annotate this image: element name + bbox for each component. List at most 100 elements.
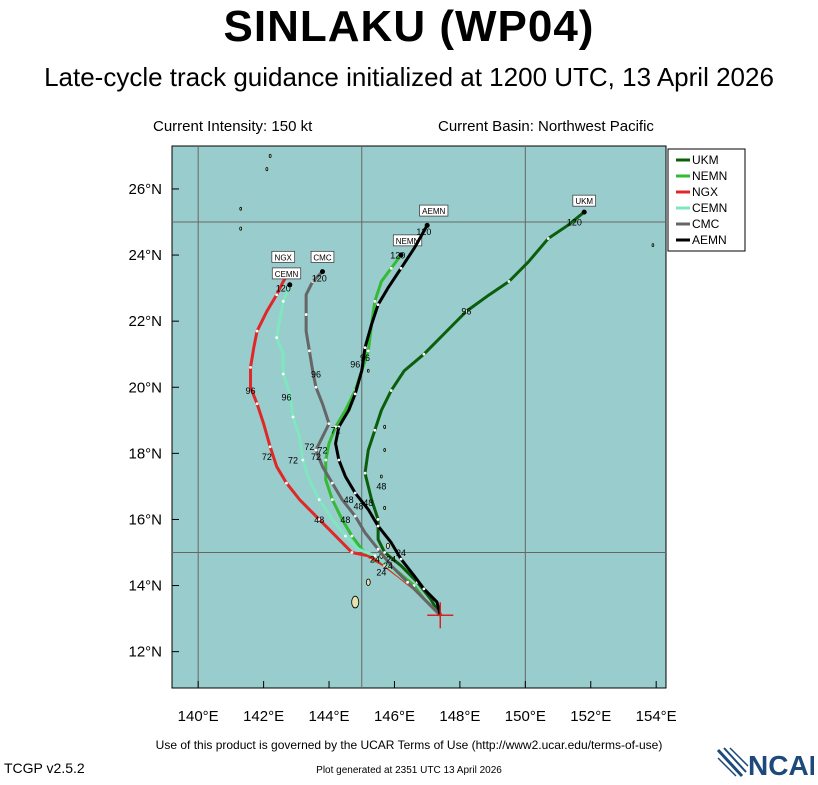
model-tag-box — [310, 250, 335, 263]
lat-tick-label: 12°N — [128, 644, 162, 661]
track-tick — [465, 309, 468, 313]
track-tick — [311, 280, 315, 283]
track-endpoint — [319, 269, 325, 275]
ncar-logo-text: NCAR — [748, 750, 814, 780]
legend-label: AEMN — [692, 233, 727, 247]
track-tick — [317, 518, 321, 521]
track-tick — [353, 491, 357, 495]
island — [651, 243, 655, 248]
forecast-hour-label: 72 — [304, 442, 314, 452]
lon-tick-label: 142°E — [243, 708, 284, 725]
ncar-logo-mark — [716, 747, 749, 778]
model-tag-label: UKM — [575, 197, 593, 206]
track-tick — [422, 587, 426, 591]
lon-tick-label: 150°E — [505, 708, 546, 725]
forecast-hour-label: 120 — [567, 217, 582, 227]
track-tick — [350, 534, 354, 538]
island — [239, 206, 243, 211]
lon-tick-label: 148°E — [439, 708, 480, 725]
forecast-hour-label: 72 — [331, 426, 341, 436]
track-tick — [314, 385, 318, 389]
forecast-hour-label: 48 — [376, 482, 386, 492]
island — [351, 595, 360, 609]
track-tick — [301, 458, 305, 462]
track-tick — [285, 481, 288, 485]
track-tick — [327, 422, 331, 426]
track-line — [363, 210, 586, 617]
track-tick — [343, 534, 347, 538]
track-tick — [376, 303, 380, 307]
track-tick — [334, 425, 337, 429]
forecast-hour-label: 24 — [370, 554, 380, 564]
model-tag-box — [392, 234, 423, 247]
lat-tick-label: 14°N — [128, 578, 162, 595]
current-basin: Current Basin: Northwest Pacific — [438, 118, 654, 135]
track-tick — [389, 266, 393, 270]
legend-box — [667, 148, 746, 252]
track-tick — [281, 372, 285, 376]
legend-label: UKM — [692, 153, 719, 167]
island — [365, 578, 371, 586]
track-tick — [373, 554, 377, 558]
island — [366, 368, 370, 373]
track-cemn: 72 96 120 CEMN — [271, 267, 442, 617]
lat-tick-label: 26°N — [128, 181, 162, 198]
track-tick — [406, 580, 409, 584]
track-line — [304, 270, 442, 617]
island — [268, 153, 272, 158]
track-line — [334, 224, 442, 616]
lon-tick-label: 144°E — [309, 708, 350, 725]
forecast-hour-label: 96 — [246, 386, 256, 396]
track-tick — [373, 299, 377, 303]
track-tick — [317, 498, 321, 502]
forecast-hour-label: 48 — [340, 515, 350, 525]
track-tick — [291, 415, 295, 419]
lat-tick-label: 20°N — [128, 379, 162, 396]
track-tick — [249, 366, 252, 369]
model-legend: UKM NEMN NGX CEMN CMC AEMN — [667, 148, 746, 252]
forecast-hour-label: 120 — [312, 274, 327, 284]
track-tick — [546, 237, 550, 240]
track-tick — [366, 349, 370, 353]
track-tick — [268, 445, 272, 449]
legend-label: CEMN — [692, 201, 727, 215]
track-tick — [422, 352, 426, 356]
island — [385, 542, 390, 549]
forecast-hour-label: 24 — [376, 568, 386, 578]
track-tick — [353, 392, 357, 396]
storm-title: SINLAKU (WP04) — [223, 2, 595, 51]
legend-label: NGX — [692, 185, 718, 199]
lon-tick-label: 152°E — [570, 708, 611, 725]
track-tick — [337, 458, 341, 462]
forecast-hour-label: 48 — [344, 495, 354, 505]
track-tick — [255, 402, 259, 406]
track-endpoint — [581, 209, 587, 215]
lon-tick-label: 154°E — [636, 708, 677, 725]
track-tick — [376, 547, 380, 551]
track-tick — [383, 551, 387, 554]
track-tick — [324, 458, 328, 462]
forecast-hour-label: 72 — [317, 445, 327, 455]
track-tick — [304, 313, 308, 316]
forecast-hour-label: 96 — [360, 353, 370, 363]
track-tick — [373, 428, 377, 432]
legend-label: CMC — [692, 217, 720, 231]
guidance-subtitle: Late-cycle track guidance initialized at… — [44, 62, 774, 92]
track-aemn: 72 96 120 AEMN — [331, 204, 449, 616]
track-tick — [353, 514, 357, 518]
forecast-hour-label: 96 — [350, 359, 360, 369]
forecast-hour-label: 24 — [386, 554, 396, 564]
island — [383, 505, 387, 510]
track-line — [275, 284, 442, 617]
track-tick — [281, 299, 285, 303]
track-cmc: 72 96 120 CMC — [304, 250, 442, 617]
forecast-hour-label: 96 — [311, 369, 321, 379]
forecast-hour-label: 48 — [363, 498, 373, 508]
track-tick — [399, 266, 403, 270]
model-tag-label: NGX — [275, 253, 293, 262]
forecast-hour-label: 72 — [288, 455, 298, 465]
current-intensity: Current Intensity: 150 kt — [153, 118, 313, 135]
track-tick — [376, 518, 380, 521]
model-tag-label: NEMN — [396, 237, 420, 246]
lat-tick-label: 18°N — [128, 445, 162, 462]
